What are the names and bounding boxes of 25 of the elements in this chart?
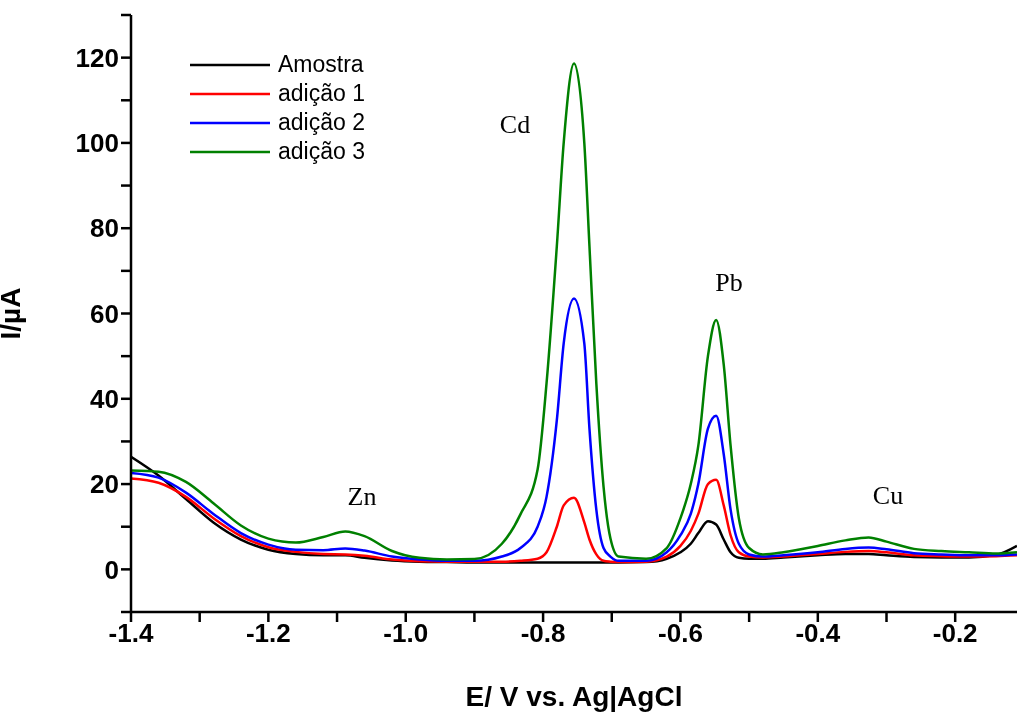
y-tick-label: 40	[90, 384, 119, 415]
y-tick-label: 60	[90, 298, 119, 329]
annotation: Pb	[715, 268, 743, 298]
line-series	[131, 297, 1017, 563]
y-axis-title: I/µA	[0, 287, 26, 340]
x-tick-label: -1.4	[108, 618, 154, 649]
x-tick-label: -0.4	[795, 618, 841, 649]
x-tick-label: -0.6	[658, 618, 703, 649]
legend-label: Amostra	[278, 51, 364, 78]
x-tick-label: -1.0	[383, 618, 429, 649]
annotation: Cd	[499, 110, 531, 140]
legend-label: adição 2	[278, 109, 365, 136]
legend-label: adição 1	[278, 80, 365, 107]
annotation: Zn	[347, 482, 377, 512]
y-tick-label: 120	[75, 42, 119, 73]
legend-label: adição 3	[278, 138, 365, 165]
y-tick-label: 0	[104, 554, 119, 585]
x-axis-title: E/ V vs. Ag|AgCl	[465, 681, 683, 712]
x-tick-label: -0.2	[932, 618, 978, 649]
y-tick-label: 20	[90, 469, 119, 500]
y-tick-label: 80	[90, 213, 119, 244]
y-tick-label: 100	[75, 128, 119, 159]
x-tick-label: -1.2	[245, 618, 291, 649]
annotation: Cu	[872, 481, 904, 511]
x-tick-label: -0.8	[520, 618, 566, 649]
